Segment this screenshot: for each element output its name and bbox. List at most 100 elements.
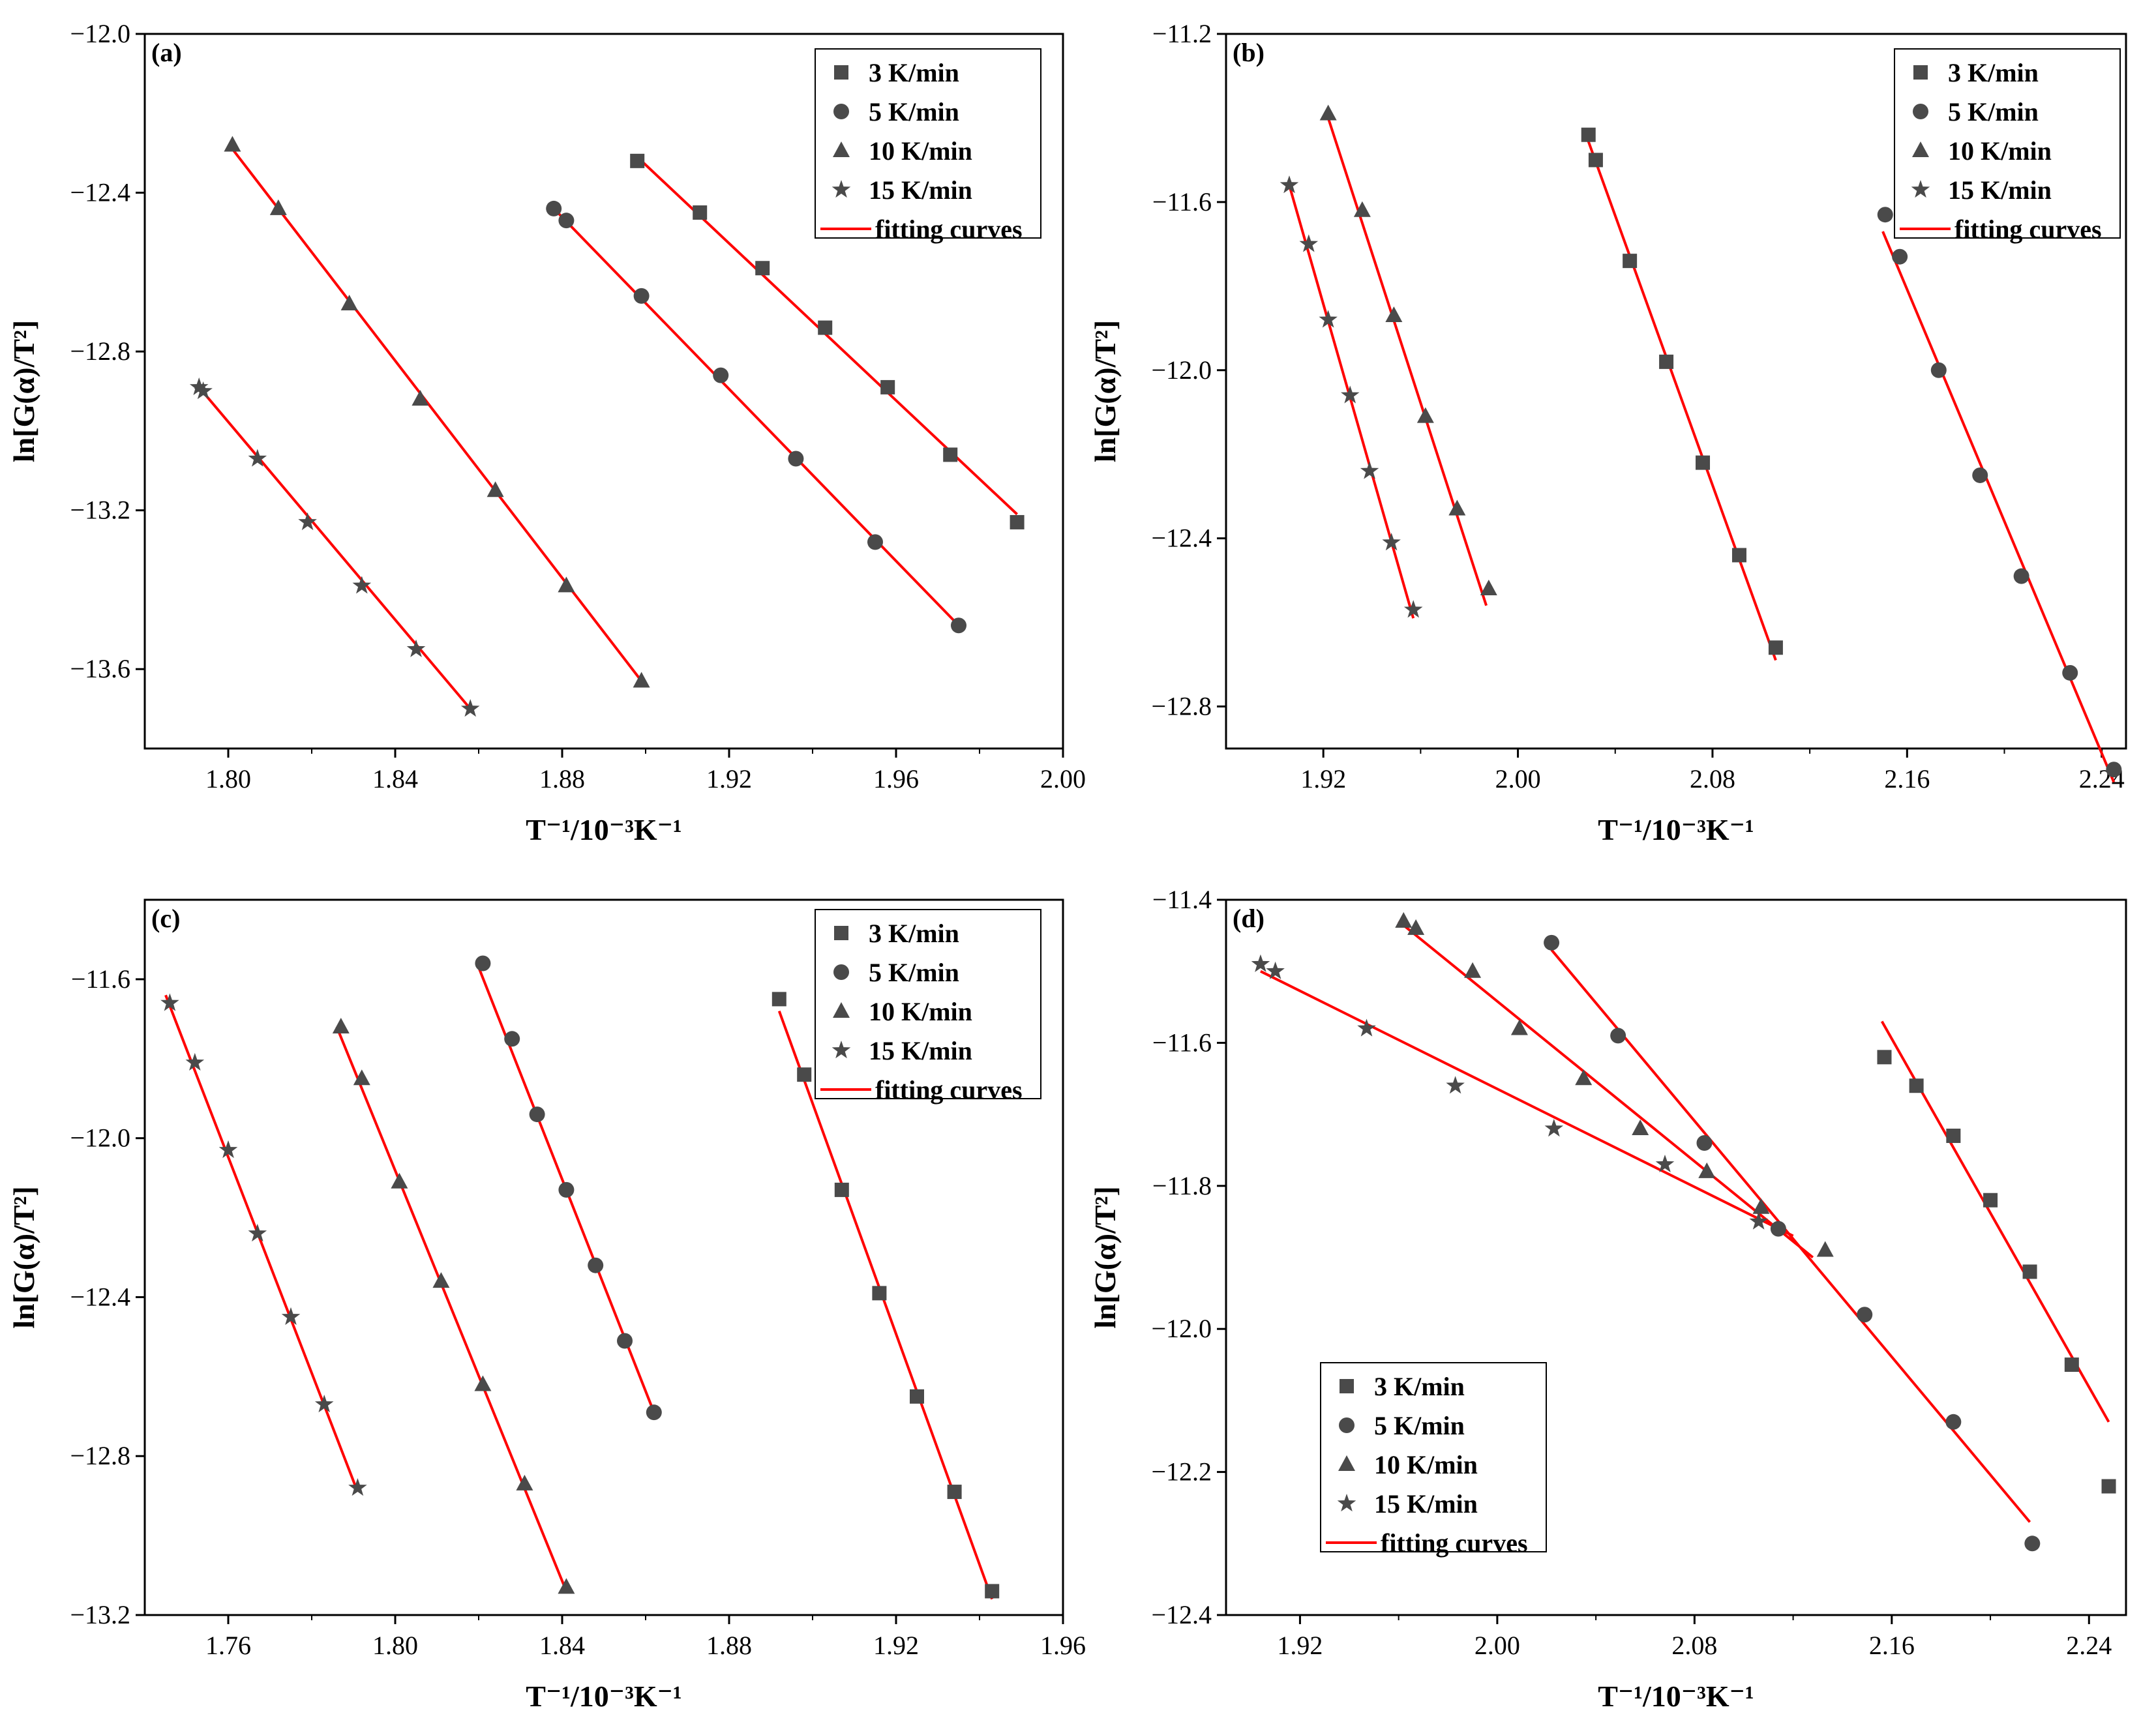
chart-panel-2: 1.92 2.00 2.08 2.16 2.24−11.2−11.6−12.0−12.4… [1088,19,2127,846]
series-circle [1877,207,2122,778]
data-point-star [1403,600,1423,618]
x-tick-label: 1.96 [1040,1631,1086,1660]
legend-marker-circle [1339,1417,1355,1433]
x-tick-label: 1.80 [372,1631,418,1660]
data-point-circle [1770,1221,1786,1237]
series-square [630,153,1025,529]
data-point-square [947,1485,962,1500]
series-triangle [1395,912,1834,1257]
plot-frame [1225,33,2127,750]
data-point-triangle [487,481,504,497]
x-axis-label: T⁻¹/10⁻³K⁻¹ [1598,1680,1754,1713]
data-point-triangle [1816,1241,1834,1257]
y-tick-label: −13.6 [70,654,130,683]
data-point-square [1731,548,1746,563]
legend-label: 15 K/min [1374,1489,1478,1519]
y-tick-label: −12.0 [1151,355,1212,385]
x-tick-label: 1.92 [1300,764,1346,793]
legend-label: 15 K/min [869,175,972,205]
x-tick-label: 1.92 [706,764,752,793]
legend-label: 5 K/min [869,958,959,987]
y-tick-label: −11.8 [1152,1171,1212,1200]
x-tick-label: 1.84 [372,764,418,793]
data-point-triangle [432,1272,450,1288]
x-tick-label: 1.84 [539,1631,585,1660]
series-star [160,993,367,1496]
series-star [1251,954,1768,1230]
data-point-circle [2106,762,2122,778]
data-point-triangle [1416,407,1434,423]
legend-label: 15 K/min [869,1036,972,1065]
data-point-square [1696,455,1711,470]
data-point-star [1319,310,1338,328]
legend-label-fit: fitting curves [1381,1528,1528,1558]
data-point-circle [1877,207,1893,223]
data-point-square [1768,640,1783,655]
data-point-circle [558,1181,575,1198]
data-point-circle [546,200,562,216]
data-point-square [797,1067,812,1082]
x-tick-label: 1.92 [873,1631,919,1660]
y-tick-label: −13.2 [70,496,130,525]
data-point-triangle [1464,962,1482,978]
data-point-square [693,205,708,220]
data-point-circle [1930,362,1947,378]
x-tick-label: 2.16 [1869,1631,1915,1660]
data-point-square [1623,254,1638,269]
data-point-circle [475,955,491,971]
data-point-square [910,1389,924,1404]
data-point-star [218,1140,238,1159]
legend-label-fit: fitting curves [875,1075,1023,1105]
data-point-star [460,699,480,717]
y-tick-label: −12.8 [70,336,130,366]
data-point-triangle [1698,1162,1716,1178]
y-tick-label: −11.6 [1152,187,1212,216]
data-point-triangle [1480,580,1497,596]
data-point-triangle [391,1172,408,1189]
legend-label: 10 K/min [1948,136,2052,166]
y-tick-label: −12.0 [70,1123,130,1153]
legend-label: 15 K/min [1948,175,2052,205]
data-point-square [1581,127,1596,142]
data-point-square [2064,1357,2079,1372]
legend-label: 10 K/min [869,997,972,1026]
data-point-star [189,377,209,395]
series-square [771,992,1000,1599]
data-point-square [818,320,833,335]
y-tick-label: −12.8 [70,1441,130,1470]
series-circle [546,200,966,634]
data-point-circle [867,534,883,550]
fit-line [198,386,472,710]
data-point-circle [529,1106,545,1123]
data-point-circle [617,1333,633,1349]
data-point-square [1946,1129,1961,1144]
data-point-triangle [1385,306,1403,322]
data-point-circle [1892,248,1908,265]
data-point-square [1588,153,1603,168]
data-point-square [1010,514,1025,529]
y-axis-label: ln[G(α)/T²] [1088,320,1122,462]
data-point-star [1655,1154,1675,1172]
data-point-square [1877,1050,1892,1065]
legend-marker-circle [833,104,849,119]
fit-line [1881,231,2116,783]
legend-marker-circle [1913,104,1928,119]
fit-line [335,1026,568,1592]
plot-frame [1225,898,2127,1616]
chart-panel-4: 1.92 2.00 2.08 2.16 2.24 −11.4 −11.6 −11.8 −12.0… [1088,885,2127,1713]
data-point-triangle [1632,1120,1649,1136]
data-point-star [185,1052,205,1071]
data-point-circle [1610,1028,1626,1044]
legend-label: 10 K/min [1374,1450,1478,1479]
chart-panel-1: 1.80 1.84 1.88 1.92 1.96 2.00 −12.0 −12.4 −12.8 −… [7,19,1086,846]
x-tick-label: 1.80 [205,764,251,793]
data-point-square [755,261,770,276]
legend-marker-square [834,926,848,940]
y-tick-label: −12.4 [1151,524,1212,553]
data-point-square [630,153,645,168]
data-point-square [2022,1264,2037,1279]
x-tick-label: 2.08 [1671,1631,1717,1660]
legend-marker-star [1911,180,1930,198]
legend-label: 3 K/min [869,919,959,948]
